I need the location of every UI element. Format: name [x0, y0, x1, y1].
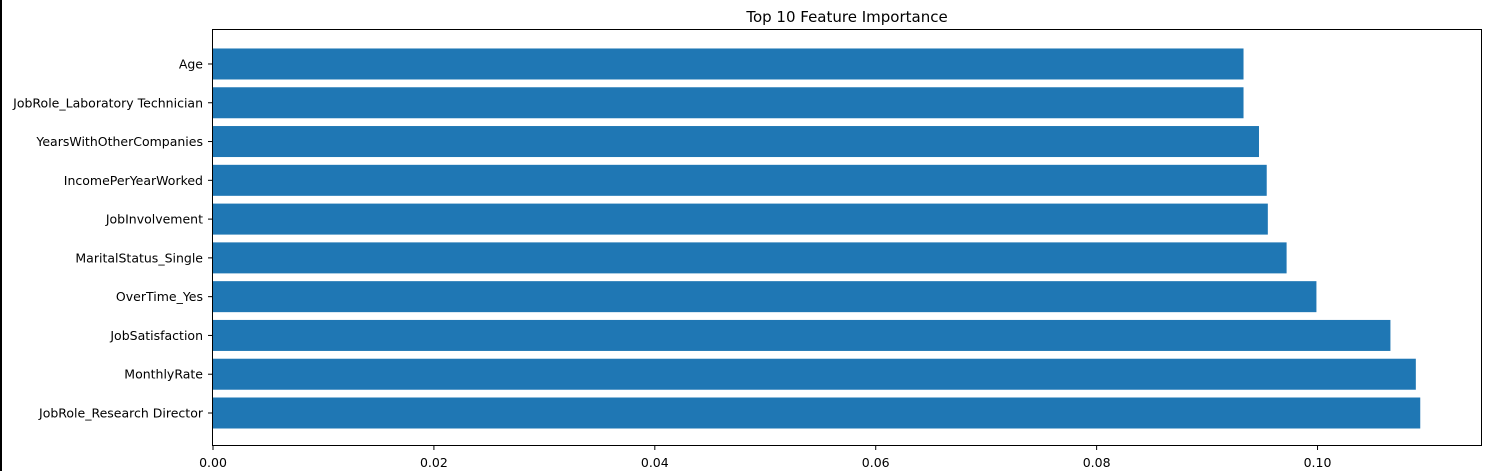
x-tick-label: 0.02: [420, 455, 448, 470]
window-left-edge: [0, 0, 2, 471]
y-tick-label: OverTime_Yes: [116, 289, 203, 304]
y-tick-label: JobSatisfaction: [109, 328, 203, 343]
x-tick-label: 0.00: [199, 455, 227, 470]
y-tick-label: JobRole_Research Director: [38, 406, 204, 421]
x-tick-label: 0.10: [1304, 455, 1332, 470]
bar: [213, 242, 1287, 274]
y-tick-label: MonthlyRate: [124, 367, 203, 382]
bar: [213, 358, 1416, 390]
bar: [213, 164, 1267, 196]
y-tick-label: JobInvolvement: [105, 212, 203, 227]
bar: [213, 87, 1244, 119]
y-tick-labels: JobRole_Research Director MonthlyRate JobS…: [12, 56, 213, 421]
bars-layer: [213, 48, 1421, 429]
y-tick-label: MaritalStatus_Single: [75, 250, 203, 265]
bar: [213, 397, 1421, 429]
chart-title: Top 10 Feature Importance: [745, 8, 947, 26]
bar: [213, 126, 1259, 158]
y-tick-label: YearsWithOtherCompanies: [35, 134, 203, 149]
x-tick-label: 0.06: [862, 455, 890, 470]
axes-frame: [212, 29, 1482, 446]
x-tick-label: 0.04: [641, 455, 669, 470]
y-tick-label: Age: [179, 56, 203, 71]
bar: [213, 48, 1244, 80]
y-tick-label: IncomePerYearWorked: [64, 173, 203, 188]
bar: [213, 319, 1391, 351]
bar: [213, 203, 1268, 235]
x-axis-ticks: 0.00 0.02 0.04 0.06 0.08 0.10: [199, 445, 1331, 470]
y-tick-label: JobRole_Laboratory Technician: [12, 95, 203, 110]
bar: [213, 281, 1317, 313]
x-tick-label: 0.08: [1083, 455, 1111, 470]
